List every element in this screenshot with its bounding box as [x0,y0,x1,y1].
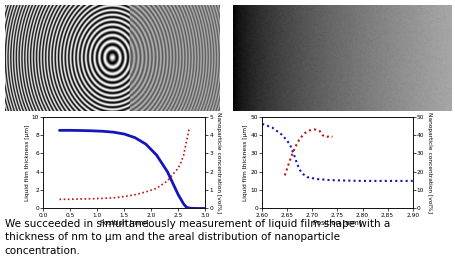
Y-axis label: Liquid film thickness [μm]: Liquid film thickness [μm] [243,124,248,201]
Y-axis label: Liquid film thickness [μm]: Liquid film thickness [μm] [25,124,30,201]
Y-axis label: Nanoparticle concentration [vol%]: Nanoparticle concentration [vol%] [215,112,220,213]
Text: We succeeded in simultaneously measurement of liquid film shape with a
thickness: We succeeded in simultaneously measureme… [5,219,389,256]
X-axis label: Position [mm]: Position [mm] [313,220,361,226]
X-axis label: Position [mm]: Position [mm] [100,220,148,226]
Y-axis label: Nanoparticle concentration [vol%]: Nanoparticle concentration [vol%] [426,112,431,213]
